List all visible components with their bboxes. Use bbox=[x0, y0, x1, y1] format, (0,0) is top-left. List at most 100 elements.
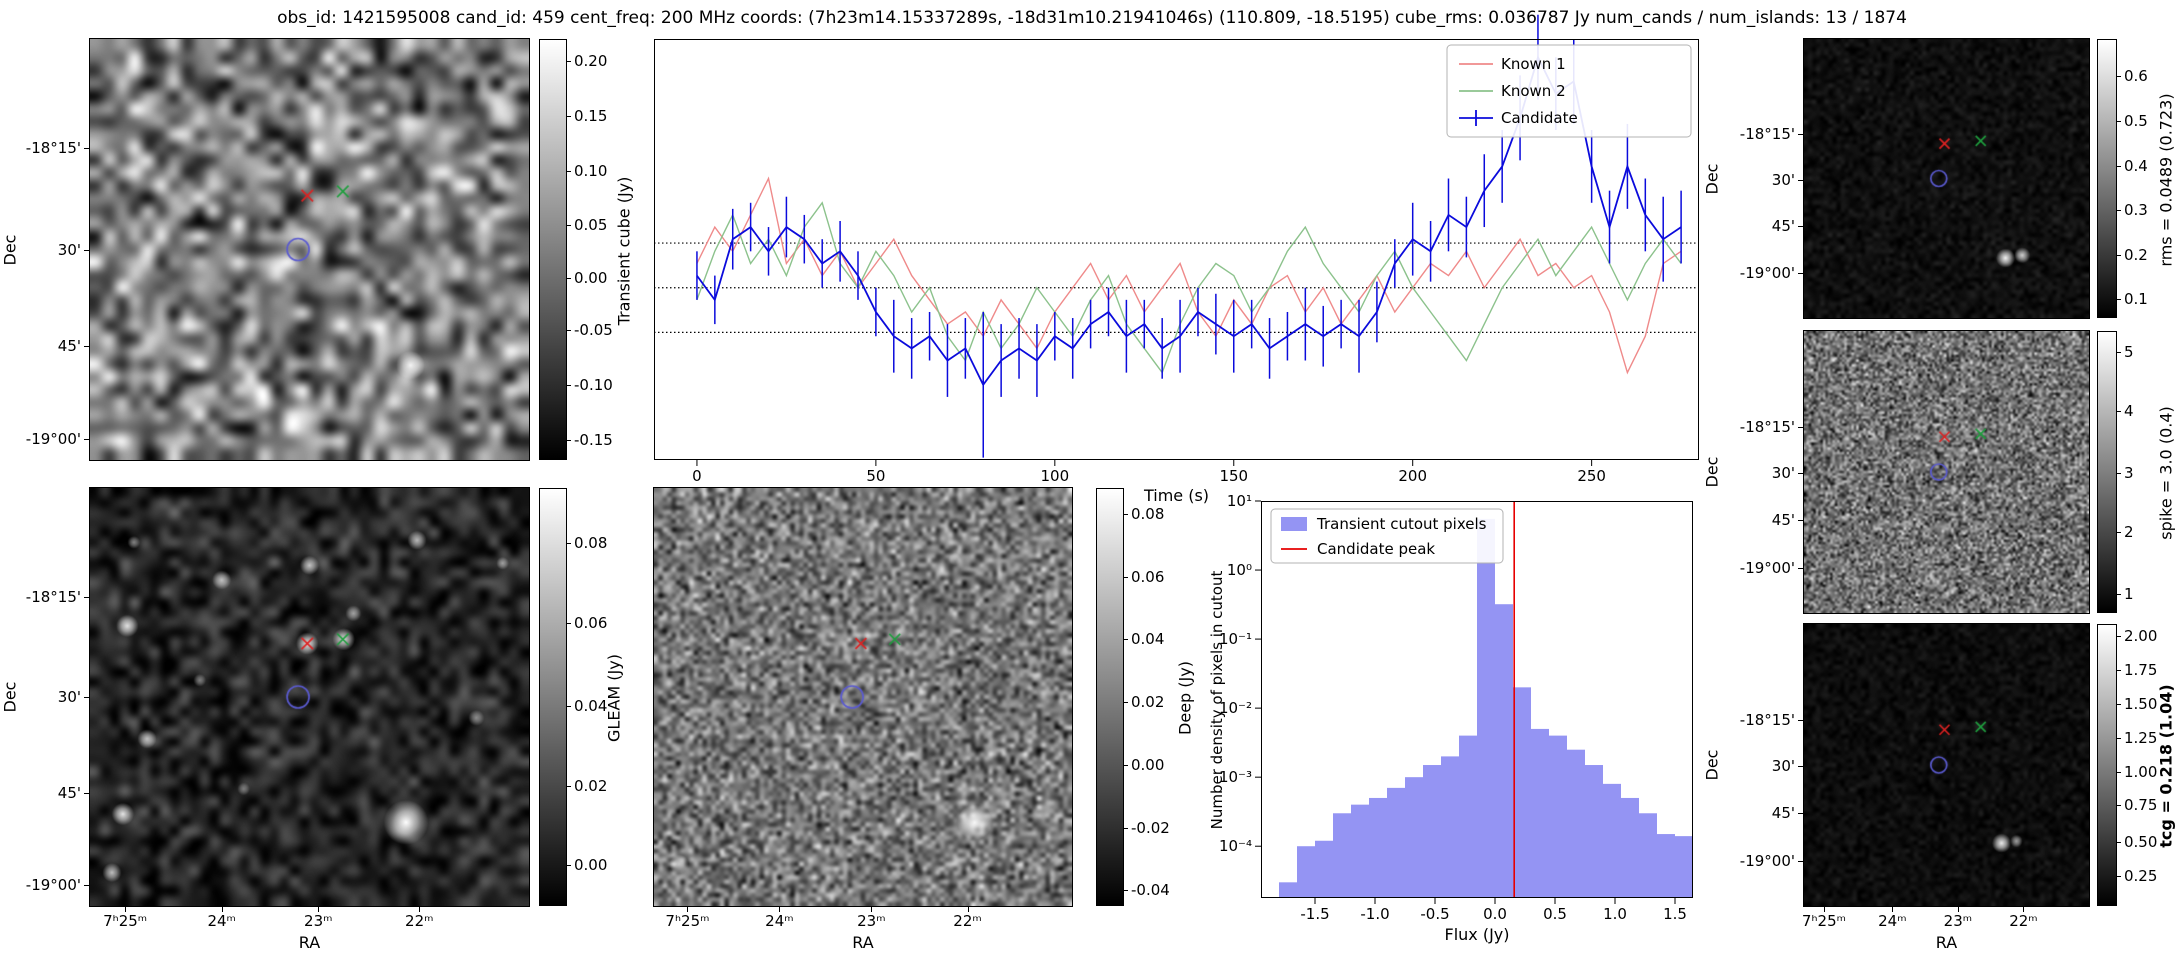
gleam-colorbar-tick-mark bbox=[566, 706, 571, 708]
rms-colorbar-tick-label: 0.1 bbox=[2124, 290, 2148, 309]
transient_cube-colorbar-tick-label: 0.20 bbox=[574, 52, 608, 71]
ra-tick-label: 22ᵐ bbox=[405, 912, 434, 930]
tcg-colorbar-tick-mark bbox=[2116, 636, 2121, 638]
dec-tick-mark bbox=[1798, 225, 1804, 227]
spike-colorbar-tick-mark bbox=[2116, 473, 2121, 474]
tcg-colorbar-tick-label: 0.25 bbox=[2124, 866, 2158, 885]
histogram-bar bbox=[1477, 518, 1495, 898]
tcg-colorbar-tick-label: 1.00 bbox=[2124, 762, 2158, 781]
series-known-1 bbox=[696, 176, 1682, 375]
rms-colorbar: 0.6 0.5 0.4 0.3 0.2 0.1 rms = 0.0489 (0.723) bbox=[2097, 39, 2176, 318]
rms-colorbar-tick-mark bbox=[2116, 76, 2121, 78]
histogram-bar bbox=[1459, 735, 1477, 898]
dec-tick-mark bbox=[1798, 766, 1804, 768]
flux-tick-label: -1.0 bbox=[1360, 905, 1389, 923]
spike-image bbox=[1804, 331, 2089, 613]
histogram-bar bbox=[1369, 797, 1387, 898]
density-tick-label: 10⁻² bbox=[1219, 699, 1252, 717]
flux-axis-label: Flux (Jy) bbox=[1444, 925, 1510, 944]
transient_cube-colorbar-label: Transient cube (Jy) bbox=[614, 176, 634, 325]
transient_cube-colorbar-tick-mark bbox=[566, 385, 571, 387]
tcg-colorbar-tick-label: 0.50 bbox=[2124, 833, 2158, 852]
ra-tick-label: 7ʰ25ᵐ bbox=[1801, 912, 1846, 930]
panel-rms-cutout: -18°15' 30' 45' -19°00' Dec 0.6 0.5 0.4 0.3 0.2 0.… bbox=[1703, 39, 2176, 318]
dec-axis-label: Dec bbox=[0, 234, 20, 265]
tcg-colorbar-tick-mark bbox=[2116, 805, 2121, 807]
histogram-bar bbox=[1387, 787, 1405, 898]
lightcurve-legend-box bbox=[1446, 44, 1692, 138]
histogram-bar bbox=[1603, 783, 1621, 898]
gleam-colorbar-tick-label: 0.04 bbox=[574, 697, 608, 716]
ra-tick-mark bbox=[419, 906, 421, 912]
rms-colorbar-tick-mark bbox=[2116, 120, 2121, 122]
histogram-bar bbox=[1585, 765, 1603, 898]
transient_cube-colorbar-tick-label: 0.05 bbox=[574, 216, 608, 235]
time-tick-label: 250 bbox=[1577, 467, 1606, 485]
transient_cube-image bbox=[90, 39, 529, 460]
ra-tick-label: 23ᵐ bbox=[1943, 912, 1973, 930]
plot-frame bbox=[1261, 501, 1693, 898]
ra-tick-mark bbox=[221, 906, 223, 912]
gleam-colorbar: 0.08 0.06 0.04 0.02 0.00 GLEAM (Jy) bbox=[539, 488, 624, 906]
tcg-colorbar-label: tcg = 0.218 (1.04) bbox=[2156, 684, 2176, 848]
ra-tick-mark bbox=[1823, 906, 1825, 912]
rms-colorbar-tick-label: 0.2 bbox=[2124, 245, 2148, 264]
time-tick-label: 50 bbox=[866, 467, 885, 485]
histogram-bar bbox=[1621, 797, 1639, 898]
dec-tick-label: -19°00' bbox=[1739, 558, 1795, 577]
tcg-colorbar: 2.00 1.75 1.50 1.25 1.00 0.75 0.50 0.25 tcg = 0.… bbox=[2097, 624, 2176, 906]
rms-image bbox=[1804, 39, 2089, 318]
rms-colorbar-tick-label: 0.6 bbox=[2124, 67, 2148, 86]
density-tick-label: 10⁻¹ bbox=[1219, 630, 1252, 648]
transient_cube-colorbar-tick-mark bbox=[566, 277, 571, 279]
dec-tick-label: 45' bbox=[1771, 803, 1795, 822]
ra-tick-mark bbox=[779, 906, 781, 912]
rms-colorbar-tick-mark bbox=[2116, 299, 2121, 301]
tcg-colorbar-tick-mark bbox=[2116, 737, 2121, 739]
dec-tick-mark bbox=[84, 346, 90, 348]
rms-colorbar-tick-mark bbox=[2116, 254, 2121, 256]
spike-colorbar-tick-mark bbox=[2116, 351, 2121, 353]
deep-colorbar-tick-mark bbox=[1123, 890, 1128, 892]
deep-colorbar: 0.08 0.06 0.04 0.02 0.00 -0.02 -0.04 Deep (Jy) bbox=[1096, 488, 1195, 906]
ra-axis-label: RA bbox=[1935, 933, 1958, 952]
histogram-bar bbox=[1513, 687, 1531, 898]
histogram-bar bbox=[1423, 765, 1441, 898]
histogram-bar bbox=[1675, 836, 1693, 898]
dec-axis-label: Dec bbox=[0, 681, 20, 713]
gleam-colorbar-tick-mark bbox=[566, 865, 571, 867]
tcg-colorbar-tick-label: 1.25 bbox=[2124, 728, 2158, 747]
spike-colorbar-tick-label: 1 bbox=[2124, 585, 2134, 604]
deep-colorbar-tick-mark bbox=[1123, 827, 1128, 829]
ra-tick-mark bbox=[2023, 906, 2025, 912]
transient_cube-colorbar-tick-label: 0.15 bbox=[574, 106, 608, 125]
lightcurve-plot: 0 50 100 150 200 250 Time (s) Known 1 Known 2 Can… bbox=[654, 14, 1699, 505]
deep-colorbar-tick-label: -0.02 bbox=[1131, 818, 1170, 837]
rms-colorbar-tick-label: 0.3 bbox=[2124, 201, 2148, 220]
ra-tick-mark bbox=[687, 906, 689, 912]
time-tick-label: 150 bbox=[1219, 467, 1248, 485]
ra-tick-mark bbox=[967, 906, 969, 912]
deep-colorbar-tick-label: 0.06 bbox=[1131, 567, 1165, 586]
gleam-colorbar-tick-mark bbox=[566, 543, 571, 545]
transient_cube-colorbar-tick-mark bbox=[566, 170, 571, 172]
dec-tick-label: 30' bbox=[1771, 464, 1795, 483]
flux-tick-label: 1.5 bbox=[1663, 905, 1687, 923]
histogram-bar bbox=[1441, 756, 1459, 898]
histogram-bar bbox=[1405, 777, 1423, 898]
transient_cube-colorbar: 0.20 0.15 0.10 0.05 0.00 -0.05 -0.10 -0.15 Trans… bbox=[539, 39, 634, 460]
ra-tick-label: 24ᵐ bbox=[1878, 912, 1907, 930]
deep-image bbox=[654, 488, 1072, 906]
dec-tick-label: -18°15' bbox=[1739, 124, 1795, 143]
dec-tick-mark bbox=[84, 793, 90, 795]
dec-tick-mark bbox=[1798, 426, 1804, 428]
histogram-bar bbox=[1297, 846, 1315, 898]
tcg-colorbar-tick-label: 1.50 bbox=[2124, 694, 2158, 713]
deep-colorbar-tick-mark bbox=[1123, 639, 1128, 641]
rms-colorbar-tick-label: 0.5 bbox=[2124, 111, 2148, 130]
dec-tick-label: -18°15' bbox=[1739, 710, 1795, 729]
dec-tick-label: 30' bbox=[57, 240, 81, 259]
density-tick-label: 10¹ bbox=[1227, 492, 1252, 510]
ra-tick-mark bbox=[1957, 906, 1959, 912]
dec-tick-label: -19°00' bbox=[1739, 851, 1795, 870]
